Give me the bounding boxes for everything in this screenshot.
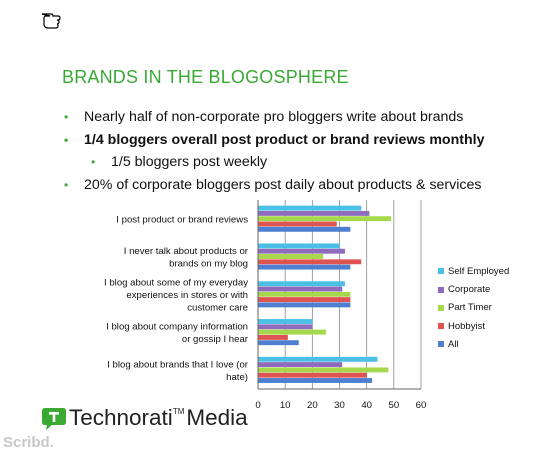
x-tick-label: 50	[388, 400, 399, 411]
legend-swatch	[438, 268, 444, 275]
category-label: I post product or brand reviews	[116, 214, 248, 225]
bar	[258, 319, 313, 324]
logo-name: Technorati	[69, 405, 173, 430]
legend-swatch	[438, 323, 444, 330]
bar	[258, 210, 370, 216]
bullet-text: 1/4 bloggers overall post product or bra…	[84, 131, 485, 148]
bar	[258, 291, 351, 297]
x-tick-label: 20	[307, 400, 318, 411]
x-tick-label: 10	[280, 400, 291, 411]
legend-item: Self Employed	[438, 263, 509, 281]
legend-label: All	[448, 338, 459, 350]
legend-swatch	[438, 341, 444, 348]
bar	[258, 324, 313, 330]
pointing-hand-icon	[41, 13, 61, 29]
bullet-dot-icon: •	[91, 155, 96, 169]
x-tick-label: 0	[255, 400, 260, 411]
legend-item: All	[438, 336, 509, 354]
legend-item: Part Timer	[438, 299, 509, 317]
bullet-dot-icon: •	[64, 177, 69, 192]
legend-swatch	[438, 286, 444, 293]
category-label: brands on my blog	[169, 259, 248, 270]
legend-label: Corporate	[448, 284, 491, 296]
chart-legend: Self Employed Corporate Part Timer Hobby…	[438, 263, 509, 354]
bar	[258, 334, 288, 340]
bar	[258, 226, 351, 232]
bullet-dot-icon: •	[64, 110, 69, 124]
sub-bullet-item: • 1/5 bloggers post weekly	[91, 151, 485, 174]
category-label: experiences in stores or with	[126, 290, 248, 301]
category-label: or gossip I hear	[182, 334, 249, 345]
category-label: I blog about some of my everyday	[104, 277, 248, 288]
bar	[258, 248, 345, 254]
bar	[258, 286, 343, 292]
bar	[258, 221, 337, 227]
legend-label: Self Employed	[448, 266, 510, 277]
bar	[258, 329, 326, 335]
bullet-item: • Nearly half of non-corporate pro blogg…	[64, 106, 485, 129]
bullet-dot-icon: •	[64, 132, 69, 147]
bar	[258, 378, 373, 383]
x-tick-label: 40	[361, 400, 372, 411]
x-tick-label: 60	[416, 400, 427, 411]
bar	[258, 216, 392, 222]
logo-suffix: Media	[186, 405, 248, 430]
bullet-item: • 1/4 bloggers overall post product or b…	[64, 129, 485, 152]
bar	[258, 259, 362, 265]
bullet-list: • Nearly half of non-corporate pro blogg…	[64, 106, 485, 196]
logo-tm: TM	[172, 407, 185, 416]
legend-label: Part Timer	[448, 302, 492, 314]
legend-swatch	[438, 304, 444, 311]
slide-title: BRANDS IN THE BLOGOSPHERE	[62, 67, 349, 87]
bullet-text: Nearly half of non-corporate pro blogger…	[84, 109, 464, 125]
speech-bubble-logo-icon	[42, 408, 66, 430]
logo-text: TechnoratiTMMedia	[69, 405, 248, 431]
bar	[258, 340, 299, 346]
category-label: customer care	[187, 303, 248, 314]
category-label: I blog about brands that I love (or	[107, 359, 249, 370]
bullet-item: • 20% of corporate bloggers post daily a…	[64, 174, 485, 197]
bar	[258, 362, 343, 368]
bar	[258, 302, 351, 308]
category-label: I never talk about products or	[124, 246, 249, 257]
scribd-watermark: Scribd.	[3, 434, 54, 451]
bar	[258, 356, 378, 362]
x-tick-label: 30	[334, 400, 345, 411]
bar	[258, 243, 340, 249]
bar	[258, 264, 351, 270]
bar	[258, 367, 389, 373]
bar	[258, 297, 351, 303]
legend-item: Hobbyist	[438, 318, 509, 336]
bar	[258, 372, 367, 378]
bar	[258, 205, 362, 211]
category-label: I blog about company information	[106, 322, 248, 333]
bar	[258, 254, 324, 259]
category-label: hate)	[226, 372, 248, 383]
legend-item: Corporate	[438, 281, 509, 299]
bullet-text: 20% of corporate bloggers post daily abo…	[84, 176, 482, 193]
bar	[258, 281, 345, 287]
bullet-text: 1/5 bloggers post weekly	[111, 154, 268, 170]
legend-label: Hobbyist	[448, 320, 485, 332]
